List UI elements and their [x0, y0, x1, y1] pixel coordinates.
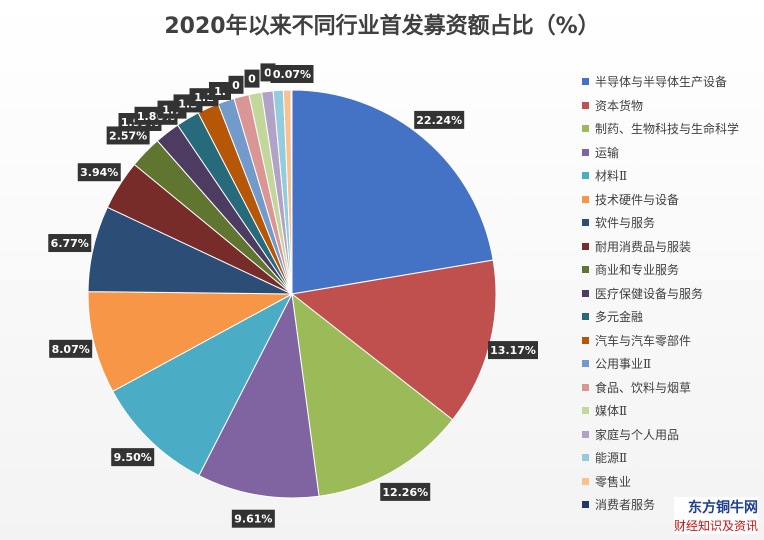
pie-slice-4	[112, 292, 294, 477]
legend-swatch	[582, 407, 589, 415]
legend-label: 家庭与个人用品	[595, 427, 680, 442]
legend-swatch	[582, 454, 589, 462]
legend-item: 家庭与个人用品	[582, 423, 760, 447]
legend-label: 运输	[595, 145, 620, 160]
legend-item: 医疗保健设备与服务	[582, 282, 760, 306]
legend-item: 零售业	[582, 470, 760, 494]
legend-item: 能源Ⅱ	[582, 446, 760, 470]
legend-label: 医疗保健设备与服务	[595, 286, 704, 301]
legend-item: 制药、生物科技与生命科学	[582, 117, 760, 141]
legend-item: 汽车与汽车零部件	[582, 329, 760, 353]
data-label-box-1	[487, 341, 538, 360]
watermark-line1: 东方铜牛网	[688, 500, 758, 516]
legend-label: 媒体Ⅱ	[595, 404, 628, 419]
chart-title: 2020年以来不同行业首发募资额占比（%）	[164, 14, 600, 39]
legend-swatch	[582, 219, 589, 227]
data-label-16: 0	[248, 73, 256, 86]
data-label-5: 8.07%	[52, 343, 90, 356]
legend-label: 制药、生物科技与生命科学	[595, 122, 740, 137]
data-label-6: 6.77%	[51, 237, 89, 250]
data-label-box-5	[49, 339, 93, 358]
legend-swatch	[582, 336, 589, 344]
pie-slice-5	[87, 291, 294, 393]
legend-label: 材料Ⅱ	[595, 169, 628, 184]
legend-label: 软件与服务	[595, 216, 656, 231]
pie-slice-0	[291, 89, 494, 295]
legend-label: 零售业	[595, 474, 632, 489]
legend-label: 汽车与汽车零部件	[595, 333, 692, 348]
data-label-box-4	[111, 448, 155, 467]
chart-legend: 半导体与半导体生产设备 资本货物制药、生物科技与生命科学 运输材料Ⅱ 技术硬件与设备软…	[582, 70, 760, 517]
legend-swatch	[582, 78, 589, 86]
legend-label: 技术硬件与设备	[595, 192, 680, 207]
pie-slice-3	[198, 292, 320, 499]
legend-label: 资本货物	[595, 98, 644, 113]
legend-label: 公用事业Ⅱ	[595, 357, 652, 372]
legend-swatch	[582, 430, 589, 438]
legend-swatch	[582, 313, 589, 321]
data-label-box-2	[380, 482, 431, 501]
legend-label: 耐用消费品与服装	[595, 239, 692, 254]
legend-item: 公用事业Ⅱ	[582, 352, 760, 376]
data-label-15: 0	[232, 79, 240, 92]
data-label-3: 9.61%	[234, 513, 272, 526]
legend-swatch	[582, 195, 589, 203]
legend-label: 能源Ⅱ	[595, 451, 628, 466]
legend-swatch	[582, 266, 589, 274]
legend-swatch	[582, 477, 589, 485]
legend-swatch	[582, 101, 589, 109]
legend-swatch	[582, 289, 589, 297]
legend-label: 半导体与半导体生产设备	[595, 75, 728, 90]
data-label-4: 9.50%	[114, 451, 152, 464]
legend-item: 多元金融	[582, 305, 760, 329]
pie-slice-18	[290, 89, 293, 295]
legend-swatch	[582, 242, 589, 250]
legend-swatch	[582, 383, 589, 391]
legend-item: 食品、饮料与烟草	[582, 376, 760, 400]
data-label-box-7	[77, 163, 121, 182]
data-label-0: 22.24%	[416, 114, 462, 127]
watermark: 东方铜牛网 财经知识及资讯	[673, 497, 758, 534]
legend-item: 消费者服务	[582, 493, 760, 517]
legend-label: 消费者服务	[595, 498, 656, 513]
legend-label: 食品、饮料与烟草	[595, 380, 692, 395]
data-label-1: 13.17%	[490, 344, 536, 357]
legend-swatch	[582, 148, 589, 156]
legend-item: 软件与服务	[582, 211, 760, 235]
legend-label: 多元金融	[595, 310, 644, 325]
data-label-box-18	[270, 65, 314, 83]
legend-item: 耐用消费品与服装	[582, 235, 760, 259]
legend-item: 运输	[582, 141, 760, 165]
legend-item: 资本货物	[582, 94, 760, 118]
data-label-box-0	[414, 110, 465, 129]
pie-slice-2	[291, 292, 454, 497]
legend-item: 商业和专业服务	[582, 258, 760, 282]
data-label-18: 0.07%	[273, 68, 311, 81]
data-label-box-3	[231, 509, 275, 528]
legend-item: 技术硬件与设备	[582, 188, 760, 212]
legend-label: 商业和专业服务	[595, 263, 680, 278]
data-label-7: 3.94%	[80, 166, 118, 179]
legend-item: 材料Ⅱ	[582, 164, 760, 188]
legend-swatch	[582, 360, 589, 368]
data-label-8: 2.57%	[109, 129, 147, 142]
legend-item: 媒体Ⅱ	[582, 399, 760, 423]
data-label-2: 12.26%	[382, 486, 428, 499]
data-label-box-14	[209, 82, 231, 100]
watermark-line2: 财经知识及资讯	[673, 519, 758, 533]
data-label-14: 1.	[214, 85, 226, 98]
data-label-box-16	[244, 69, 260, 88]
legend-item: 半导体与半导体生产设备	[582, 70, 760, 94]
data-label-13: 1.1	[194, 91, 214, 104]
data-label-box-6	[48, 234, 92, 253]
legend-swatch	[582, 125, 589, 133]
legend-swatch	[582, 172, 589, 180]
data-label-box-15	[228, 75, 244, 94]
data-label-17: 0	[264, 66, 272, 79]
legend-swatch	[582, 501, 589, 509]
